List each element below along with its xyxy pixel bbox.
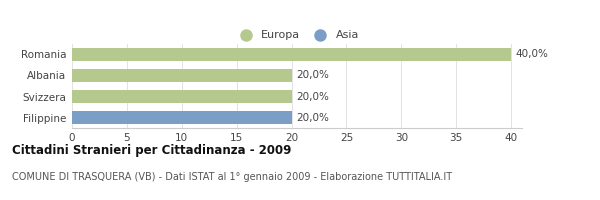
Text: 20,0%: 20,0% bbox=[296, 92, 329, 102]
Text: 20,0%: 20,0% bbox=[296, 70, 329, 80]
Bar bbox=[72, 48, 511, 61]
Legend: Europa, Asia: Europa, Asia bbox=[230, 26, 364, 45]
Text: COMUNE DI TRASQUERA (VB) - Dati ISTAT al 1° gennaio 2009 - Elaborazione TUTTITAL: COMUNE DI TRASQUERA (VB) - Dati ISTAT al… bbox=[12, 172, 452, 182]
Text: 40,0%: 40,0% bbox=[515, 49, 548, 59]
Bar bbox=[72, 90, 292, 103]
Text: 20,0%: 20,0% bbox=[296, 113, 329, 123]
Bar bbox=[72, 111, 292, 124]
Bar bbox=[72, 69, 292, 82]
Text: Cittadini Stranieri per Cittadinanza - 2009: Cittadini Stranieri per Cittadinanza - 2… bbox=[12, 144, 292, 157]
